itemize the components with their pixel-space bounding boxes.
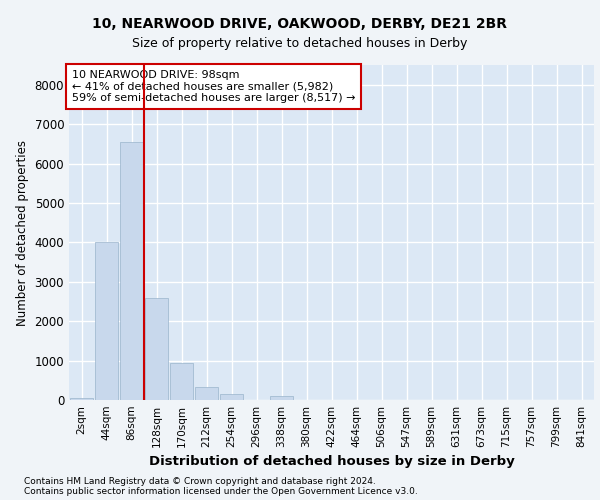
- Bar: [269, 396, 293, 400]
- Y-axis label: Number of detached properties: Number of detached properties: [16, 140, 29, 326]
- Bar: [95, 242, 118, 400]
- Bar: [145, 298, 169, 400]
- X-axis label: Distribution of detached houses by size in Derby: Distribution of detached houses by size …: [149, 456, 514, 468]
- Bar: [119, 142, 143, 400]
- Bar: [70, 398, 94, 400]
- Text: Size of property relative to detached houses in Derby: Size of property relative to detached ho…: [133, 38, 467, 51]
- Text: 10 NEARWOOD DRIVE: 98sqm
← 41% of detached houses are smaller (5,982)
59% of sem: 10 NEARWOOD DRIVE: 98sqm ← 41% of detach…: [71, 70, 355, 103]
- Bar: [194, 387, 218, 400]
- Text: 10, NEARWOOD DRIVE, OAKWOOD, DERBY, DE21 2BR: 10, NEARWOOD DRIVE, OAKWOOD, DERBY, DE21…: [92, 18, 508, 32]
- Text: Contains public sector information licensed under the Open Government Licence v3: Contains public sector information licen…: [24, 487, 418, 496]
- Bar: [220, 394, 244, 400]
- Bar: [170, 362, 193, 400]
- Text: Contains HM Land Registry data © Crown copyright and database right 2024.: Contains HM Land Registry data © Crown c…: [24, 477, 376, 486]
